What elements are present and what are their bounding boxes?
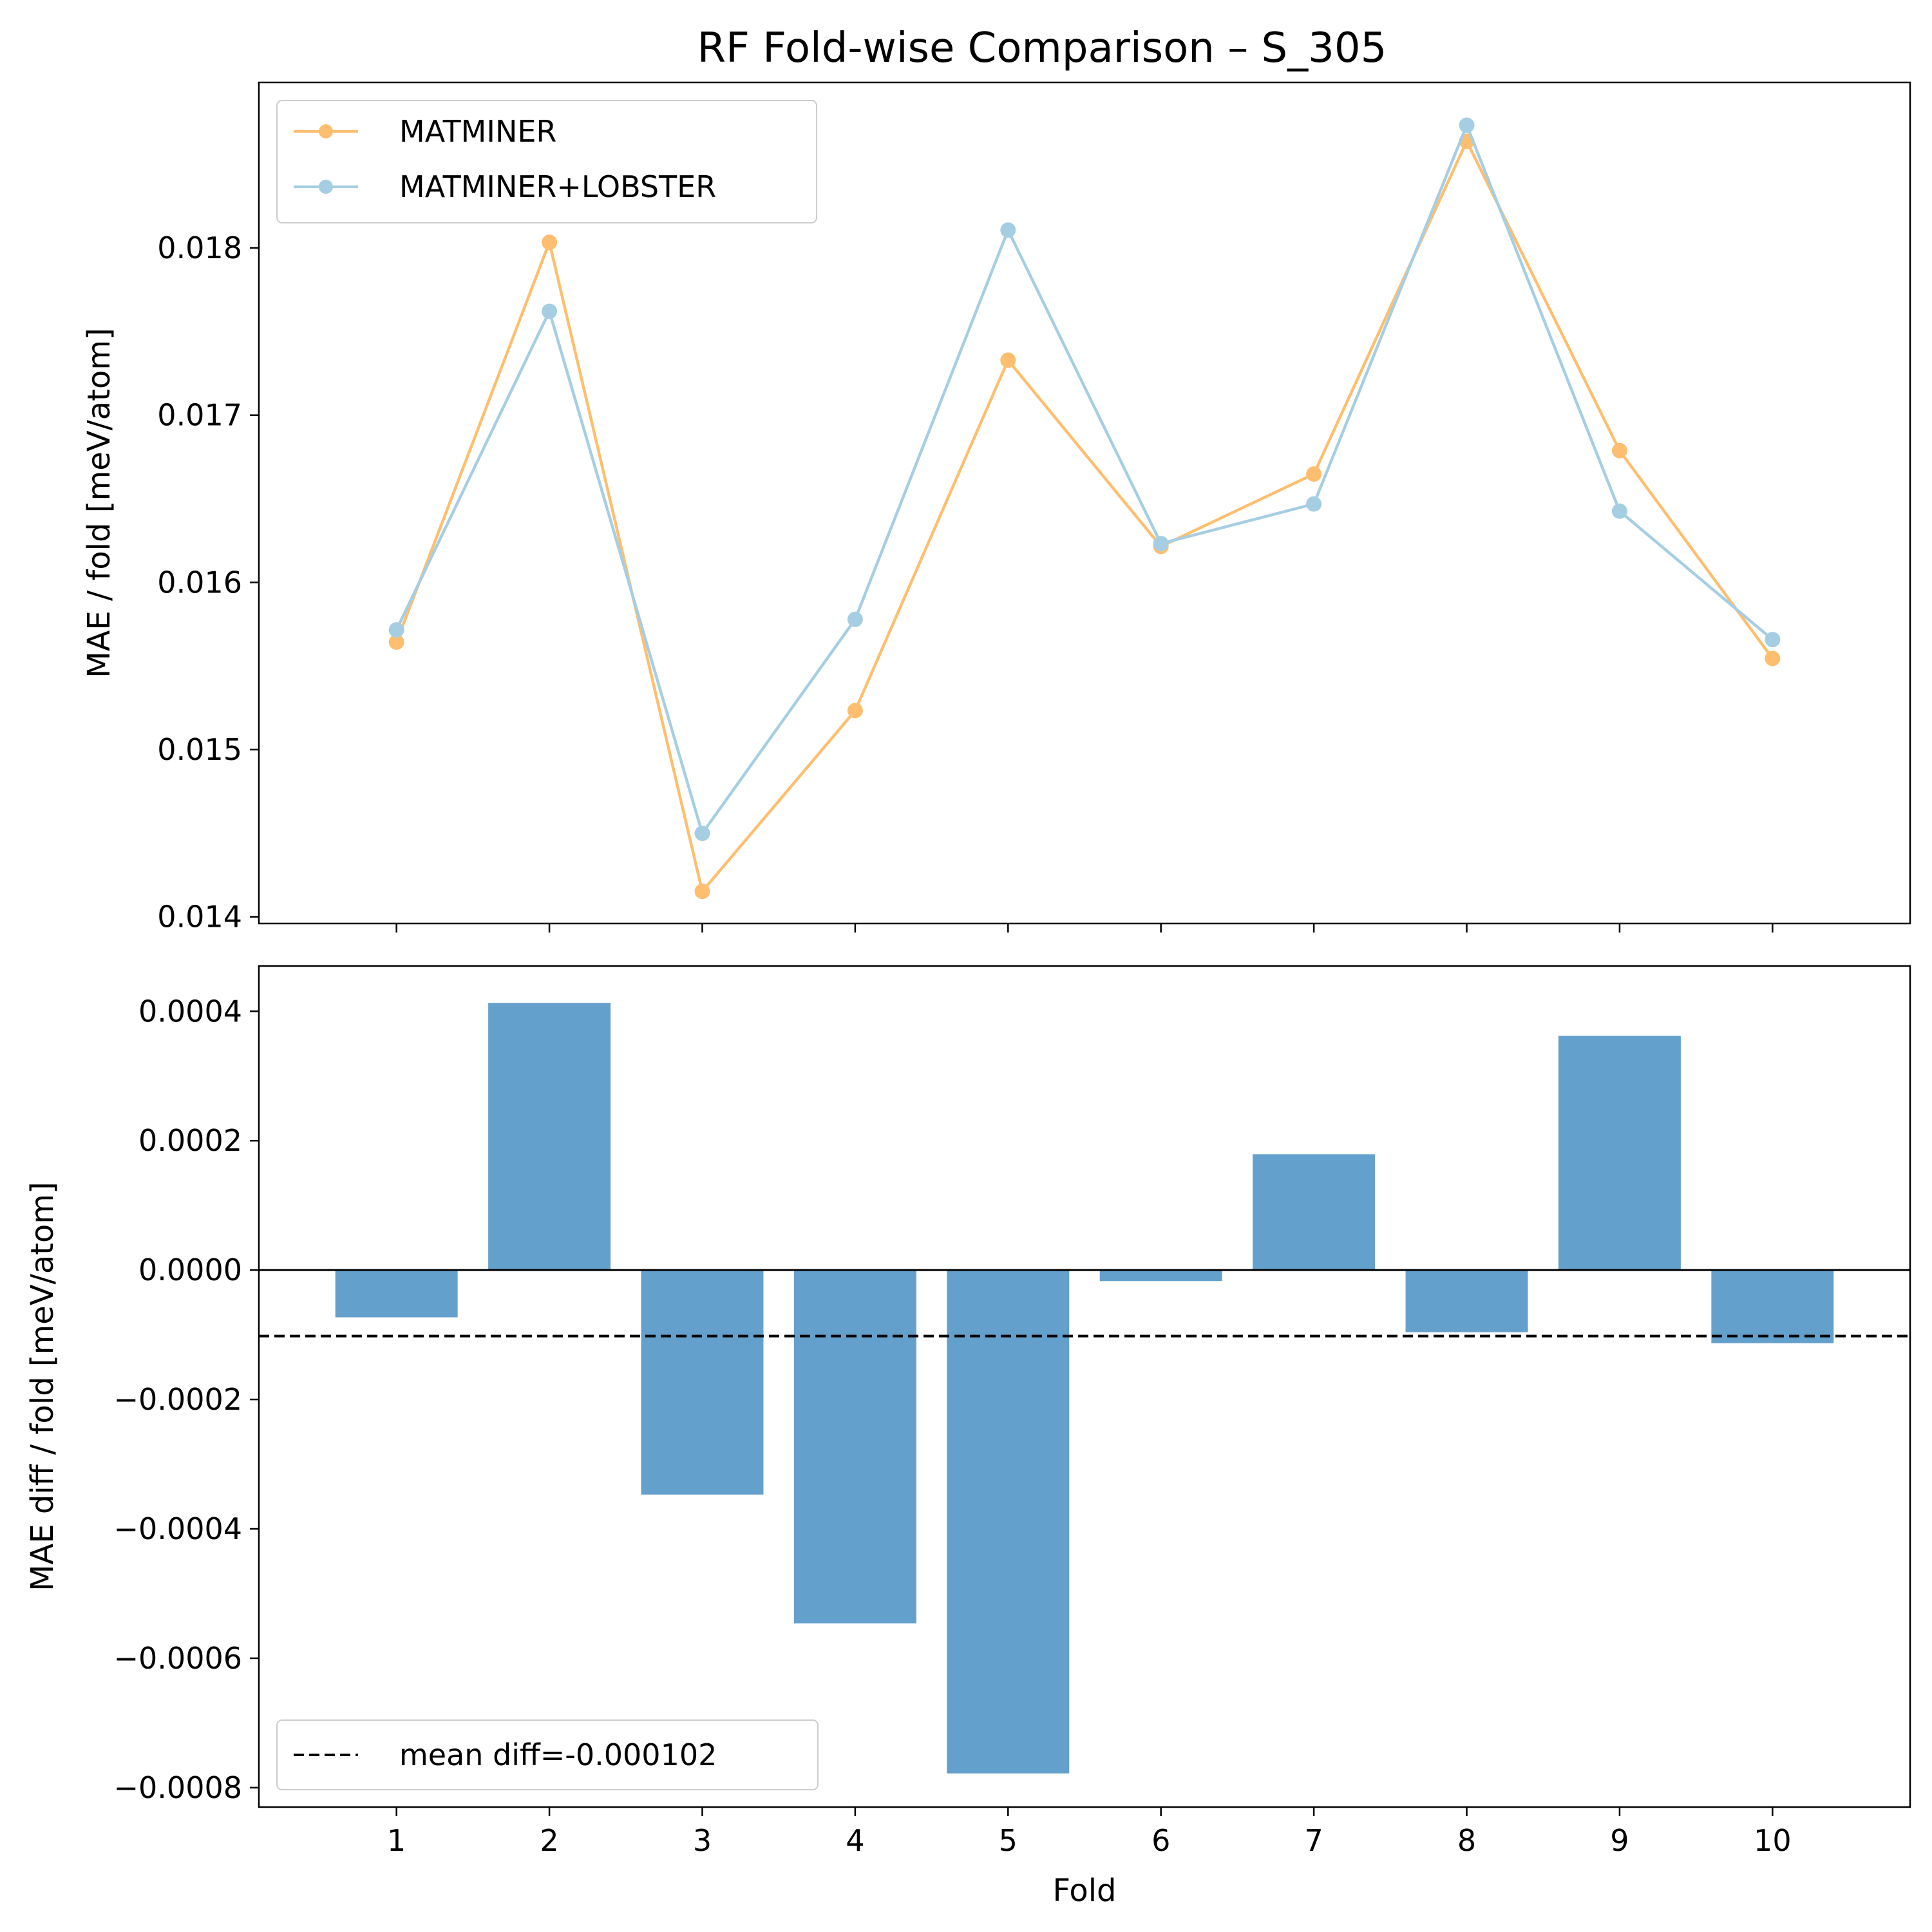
top-legend-box xyxy=(276,100,817,223)
bottom-y-tick-label: −0.0004 xyxy=(114,1511,243,1546)
x-tick-label: 1 xyxy=(387,1823,406,1858)
series-line-matminer-lobster xyxy=(395,124,1774,835)
data-point xyxy=(694,826,710,842)
data-point xyxy=(1000,352,1016,368)
top-panel: 0.014 0.015 0.016 0.017 0.018 MAE / fold [me… xyxy=(81,81,1911,934)
data-point xyxy=(1459,117,1475,133)
top-y-tick-label: 0.018 xyxy=(157,231,242,265)
x-tick-label: 6 xyxy=(1151,1823,1170,1858)
series-line-matminer xyxy=(395,140,1774,893)
x-tick-label: 8 xyxy=(1457,1823,1476,1858)
bottom-y-tick-label: −0.0006 xyxy=(114,1641,243,1676)
data-point xyxy=(388,622,404,638)
bottom-y-tick-label: −0.0008 xyxy=(114,1770,243,1805)
bottom-legend-box xyxy=(276,1719,819,1790)
bar-fold-7 xyxy=(1253,1154,1376,1271)
bottom-y-tick-label: 0.0002 xyxy=(138,1123,242,1158)
data-point xyxy=(694,884,710,900)
bottom-legend: mean diff=-0.000102 xyxy=(276,1719,819,1790)
data-point xyxy=(542,234,558,251)
top-y-tick-label: 0.017 xyxy=(157,398,242,433)
legend-matminer-marker xyxy=(319,124,333,138)
bottom-y-tick-label: 0.0004 xyxy=(138,994,242,1028)
data-point xyxy=(847,703,863,719)
legend-matminer-label: MATMINER xyxy=(399,114,556,149)
data-point xyxy=(388,634,404,650)
top-y-tick-label: 0.014 xyxy=(157,900,242,934)
legend-matminer-lobster-marker xyxy=(319,180,333,194)
bar-fold-9 xyxy=(1558,1036,1681,1271)
bar-fold-2 xyxy=(488,1003,611,1271)
bottom-plot-frame xyxy=(258,965,1911,1808)
data-point xyxy=(1000,222,1016,238)
x-tick-label: 2 xyxy=(540,1823,558,1858)
top-legend: MATMINER MATMINER+LOBSTER xyxy=(276,100,817,223)
legend-mean-diff-label: mean diff=-0.000102 xyxy=(399,1738,717,1772)
top-y-axis-label: MAE / fold [meV/atom] xyxy=(81,328,117,678)
legend-matminer-lobster-label: MATMINER+LOBSTER xyxy=(399,169,716,204)
top-y-tick-label: 0.016 xyxy=(157,565,242,600)
chart-title: RF Fold-wise Comparison – S_305 xyxy=(697,24,1387,72)
top-y-tick-label: 0.015 xyxy=(157,732,242,767)
data-point xyxy=(1765,632,1781,648)
bottom-ticks: −0.0008 −0.0006 −0.0004 −0.0002 0.0000 0.0002… xyxy=(114,994,1792,1858)
bar-fold-3 xyxy=(641,1270,764,1495)
bottom-x-axis-label: Fold xyxy=(1052,1873,1116,1909)
data-point xyxy=(1153,536,1169,552)
bar-fold-8 xyxy=(1405,1270,1528,1332)
top-ticks: 0.014 0.015 0.016 0.017 0.018 xyxy=(157,231,1774,934)
x-tick-label: 10 xyxy=(1754,1823,1792,1858)
data-point xyxy=(847,611,863,627)
data-point xyxy=(1306,466,1322,482)
bottom-y-tick-label: −0.0002 xyxy=(114,1382,243,1417)
bar-fold-6 xyxy=(1099,1270,1222,1282)
bar-fold-1 xyxy=(335,1270,458,1318)
data-point xyxy=(1611,503,1627,519)
bar-fold-4 xyxy=(793,1270,916,1624)
data-point xyxy=(542,303,558,319)
bottom-y-tick-label: 0.0000 xyxy=(138,1253,242,1287)
top-series xyxy=(388,117,1781,900)
bottom-bars xyxy=(335,1003,1834,1774)
x-tick-label: 9 xyxy=(1610,1823,1629,1858)
bar-fold-10 xyxy=(1711,1270,1834,1343)
top-plot-frame xyxy=(258,81,1911,925)
x-tick-label: 5 xyxy=(999,1823,1018,1858)
bottom-y-axis-label: MAE diff / fold [meV/atom] xyxy=(24,1182,61,1591)
bar-fold-5 xyxy=(947,1270,1070,1774)
data-point xyxy=(1765,650,1781,667)
data-point xyxy=(1306,496,1322,512)
bottom-panel: −0.0008 −0.0006 −0.0004 −0.0002 0.0000 0.0002… xyxy=(24,965,1911,1909)
data-point xyxy=(1611,442,1627,459)
x-tick-label: 4 xyxy=(846,1823,864,1858)
x-tick-label: 3 xyxy=(693,1823,712,1858)
x-tick-label: 7 xyxy=(1304,1823,1323,1858)
